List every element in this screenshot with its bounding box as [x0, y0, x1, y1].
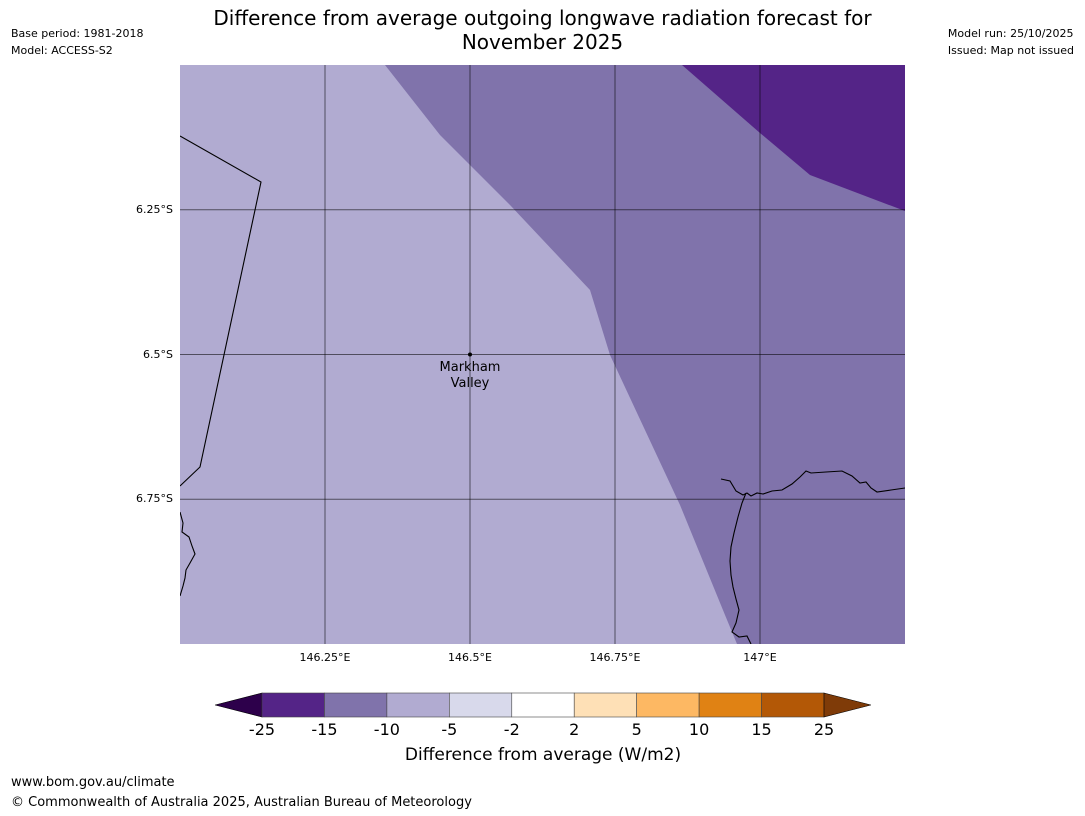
lon-label-3: 147°E: [743, 651, 777, 664]
lon-label-0: 146.25°E: [299, 651, 351, 664]
colorbar-tick-3: -5: [441, 720, 458, 739]
forecast-map: [180, 65, 905, 644]
colorbar-tick-9: 25: [813, 720, 835, 739]
title-line-1: Difference from average outgoing longwav…: [213, 6, 872, 30]
colorbar-under-arrow: [215, 692, 263, 718]
colorbar-tick-0: -25: [248, 720, 276, 739]
base-period-text: Base period: 1981-2018: [11, 27, 144, 40]
place-name-line-1: Markham: [439, 359, 501, 375]
coastline-layer: [180, 135, 905, 644]
colorbar-tick-5: 2: [569, 720, 580, 739]
place-marker-dot: [468, 352, 472, 357]
meta-right: Model run: 25/10/2025 Issued: Map not is…: [948, 25, 1074, 59]
region-minus25-minus15: [682, 65, 905, 211]
place-label-markham-valley: Markham Valley: [440, 360, 501, 392]
colorbar-tick-4: -2: [503, 720, 520, 739]
grid-layer: [180, 65, 905, 644]
coastline-west: [180, 511, 196, 597]
colorbar-segment-8: [761, 692, 825, 718]
title-line-2: November 2025: [461, 30, 624, 54]
meta-left: Base period: 1981-2018 Model: ACCESS-S2: [11, 25, 143, 59]
lon-label-1: 146.5°E: [448, 651, 492, 664]
place-name-line-2: Valley: [450, 375, 490, 391]
colorbar-tick-6: 5: [631, 720, 642, 739]
model-run-text: Model run: 25/10/2025: [947, 27, 1074, 40]
colorbar-segment-1: [324, 692, 388, 718]
issued-text: Issued: Map not issued: [947, 44, 1074, 57]
colorbar-tick-1: -15: [311, 720, 338, 739]
colorbar-segment-7: [698, 692, 762, 718]
colorbar-segment-5: [573, 692, 637, 718]
colorbar: [215, 692, 871, 718]
map-title: Difference from average outgoing longwav…: [180, 6, 905, 54]
colorbar-segment-0: [261, 692, 325, 718]
colorbar-segment-2: [386, 692, 450, 718]
lat-label-0: 6.25°S: [136, 202, 173, 216]
colorbar-segment-6: [636, 692, 700, 718]
lat-label-2: 6.75°S: [136, 492, 173, 506]
border-line: [180, 135, 262, 487]
lon-label-2: 146.75°E: [589, 651, 641, 664]
colorbar-tick-7: 10: [688, 720, 710, 739]
colorbar-segment-3: [449, 692, 513, 718]
colorbar-over-arrow: [823, 692, 871, 718]
model-text: Model: ACCESS-S2: [11, 44, 113, 57]
lat-label-1: 6.5°S: [143, 347, 173, 361]
footer-url[interactable]: www.bom.gov.au/climate: [11, 775, 175, 790]
footer-copyright: © Commonwealth of Australia 2025, Austra…: [11, 795, 472, 810]
coastline-east-gulf: [729, 492, 752, 644]
colorbar-tick-2: -10: [373, 720, 400, 739]
colorbar-segment-4: [511, 692, 575, 718]
colorbar-label: Difference from average (W/m2): [404, 745, 682, 765]
colorbar-tick-8: 15: [751, 720, 772, 739]
